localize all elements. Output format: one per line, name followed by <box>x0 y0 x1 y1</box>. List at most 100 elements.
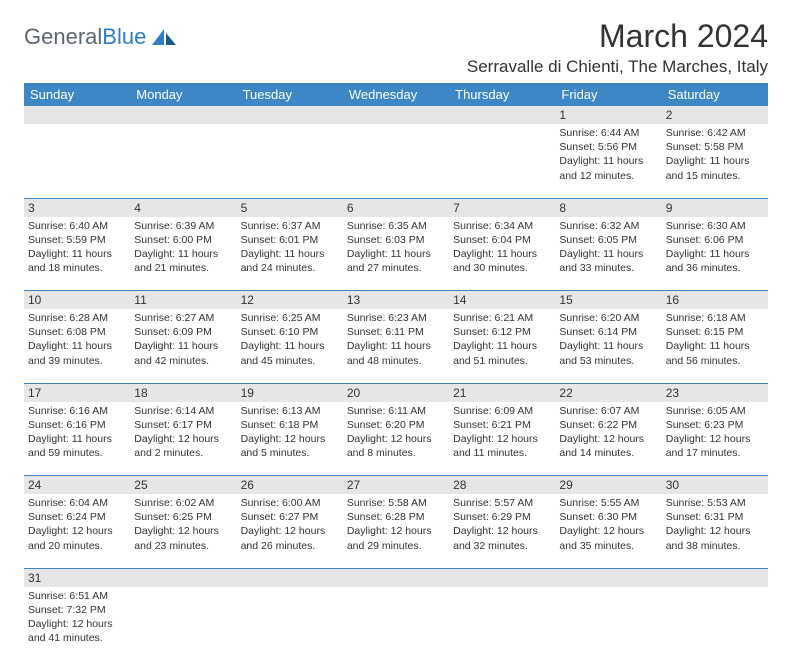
sunrise-text: Sunrise: 6:23 AM <box>347 311 445 325</box>
day-cell: Sunrise: 6:13 AMSunset: 6:18 PMDaylight:… <box>237 402 343 476</box>
sunrise-text: Sunrise: 6:32 AM <box>559 219 657 233</box>
daylight-text-2: and 14 minutes. <box>559 446 657 460</box>
day-cell <box>24 124 130 198</box>
daylight-text-2: and 23 minutes. <box>134 539 232 553</box>
day-number: 27 <box>343 476 449 495</box>
logo-text-general: General <box>24 24 102 50</box>
daylight-text-1: Daylight: 11 hours <box>559 154 657 168</box>
weekday-header: Tuesday <box>237 83 343 106</box>
sunset-text: Sunset: 6:14 PM <box>559 325 657 339</box>
day-number <box>237 568 343 587</box>
daynum-row: 12 <box>24 106 768 124</box>
weekday-header: Thursday <box>449 83 555 106</box>
daylight-text-1: Daylight: 11 hours <box>241 247 339 261</box>
week-row: Sunrise: 6:28 AMSunset: 6:08 PMDaylight:… <box>24 309 768 383</box>
sunset-text: Sunset: 6:22 PM <box>559 418 657 432</box>
day-cell: Sunrise: 6:21 AMSunset: 6:12 PMDaylight:… <box>449 309 555 383</box>
day-cell: Sunrise: 6:37 AMSunset: 6:01 PMDaylight:… <box>237 217 343 291</box>
logo: GeneralBlue <box>24 24 178 50</box>
day-cell: Sunrise: 6:05 AMSunset: 6:23 PMDaylight:… <box>662 402 768 476</box>
daylight-text-2: and 33 minutes. <box>559 261 657 275</box>
daylight-text-2: and 17 minutes. <box>666 446 764 460</box>
daynum-row: 24252627282930 <box>24 476 768 495</box>
daylight-text-1: Daylight: 11 hours <box>28 247 126 261</box>
weekday-header-row: SundayMondayTuesdayWednesdayThursdayFrid… <box>24 83 768 106</box>
daylight-text-1: Daylight: 11 hours <box>347 247 445 261</box>
daylight-text-2: and 2 minutes. <box>134 446 232 460</box>
day-number: 29 <box>555 476 661 495</box>
day-number: 14 <box>449 291 555 310</box>
daylight-text-1: Daylight: 12 hours <box>347 524 445 538</box>
day-cell: Sunrise: 6:23 AMSunset: 6:11 PMDaylight:… <box>343 309 449 383</box>
daylight-text-2: and 29 minutes. <box>347 539 445 553</box>
location: Serravalle di Chienti, The Marches, Ital… <box>467 57 768 77</box>
day-cell: Sunrise: 6:30 AMSunset: 6:06 PMDaylight:… <box>662 217 768 291</box>
weekday-header: Sunday <box>24 83 130 106</box>
day-number: 2 <box>662 106 768 124</box>
daylight-text-1: Daylight: 12 hours <box>666 432 764 446</box>
day-number: 18 <box>130 383 236 402</box>
day-number: 20 <box>343 383 449 402</box>
day-number <box>555 568 661 587</box>
day-number <box>343 568 449 587</box>
day-number <box>449 568 555 587</box>
day-number: 26 <box>237 476 343 495</box>
sunrise-text: Sunrise: 6:07 AM <box>559 404 657 418</box>
week-row: Sunrise: 6:51 AMSunset: 7:32 PMDaylight:… <box>24 587 768 661</box>
day-cell: Sunrise: 6:09 AMSunset: 6:21 PMDaylight:… <box>449 402 555 476</box>
daylight-text-2: and 42 minutes. <box>134 354 232 368</box>
title-block: March 2024 Serravalle di Chienti, The Ma… <box>467 18 768 77</box>
sunset-text: Sunset: 6:15 PM <box>666 325 764 339</box>
daylight-text-1: Daylight: 12 hours <box>28 617 126 631</box>
week-row: Sunrise: 6:44 AMSunset: 5:56 PMDaylight:… <box>24 124 768 198</box>
sunrise-text: Sunrise: 6:51 AM <box>28 589 126 603</box>
day-number: 13 <box>343 291 449 310</box>
day-cell: Sunrise: 5:53 AMSunset: 6:31 PMDaylight:… <box>662 494 768 568</box>
sunrise-text: Sunrise: 6:35 AM <box>347 219 445 233</box>
day-cell: Sunrise: 6:04 AMSunset: 6:24 PMDaylight:… <box>24 494 130 568</box>
daylight-text-1: Daylight: 12 hours <box>453 524 551 538</box>
page-header: GeneralBlue March 2024 Serravalle di Chi… <box>24 18 768 77</box>
sunset-text: Sunset: 6:11 PM <box>347 325 445 339</box>
logo-text-blue: Blue <box>102 24 146 50</box>
day-cell <box>662 587 768 661</box>
sunrise-text: Sunrise: 6:42 AM <box>666 126 764 140</box>
day-cell: Sunrise: 6:27 AMSunset: 6:09 PMDaylight:… <box>130 309 236 383</box>
day-number: 7 <box>449 198 555 217</box>
sunset-text: Sunset: 6:27 PM <box>241 510 339 524</box>
daylight-text-1: Daylight: 12 hours <box>241 524 339 538</box>
daylight-text-2: and 48 minutes. <box>347 354 445 368</box>
daylight-text-2: and 24 minutes. <box>241 261 339 275</box>
daylight-text-2: and 26 minutes. <box>241 539 339 553</box>
daylight-text-2: and 32 minutes. <box>453 539 551 553</box>
day-cell <box>449 587 555 661</box>
sunset-text: Sunset: 6:03 PM <box>347 233 445 247</box>
sunrise-text: Sunrise: 6:09 AM <box>453 404 551 418</box>
day-number <box>130 568 236 587</box>
day-cell: Sunrise: 6:16 AMSunset: 6:16 PMDaylight:… <box>24 402 130 476</box>
sunset-text: Sunset: 6:30 PM <box>559 510 657 524</box>
day-number: 30 <box>662 476 768 495</box>
daynum-row: 31 <box>24 568 768 587</box>
day-number: 4 <box>130 198 236 217</box>
sunrise-text: Sunrise: 6:20 AM <box>559 311 657 325</box>
day-number: 5 <box>237 198 343 217</box>
day-number: 15 <box>555 291 661 310</box>
sunrise-text: Sunrise: 6:05 AM <box>666 404 764 418</box>
day-cell <box>555 587 661 661</box>
day-number: 21 <box>449 383 555 402</box>
daylight-text-2: and 11 minutes. <box>453 446 551 460</box>
sunset-text: Sunset: 6:21 PM <box>453 418 551 432</box>
day-cell: Sunrise: 5:55 AMSunset: 6:30 PMDaylight:… <box>555 494 661 568</box>
sunrise-text: Sunrise: 6:14 AM <box>134 404 232 418</box>
sunrise-text: Sunrise: 6:44 AM <box>559 126 657 140</box>
daylight-text-2: and 36 minutes. <box>666 261 764 275</box>
daynum-row: 10111213141516 <box>24 291 768 310</box>
sunset-text: Sunset: 6:10 PM <box>241 325 339 339</box>
daylight-text-2: and 20 minutes. <box>28 539 126 553</box>
sunset-text: Sunset: 6:12 PM <box>453 325 551 339</box>
day-cell: Sunrise: 6:44 AMSunset: 5:56 PMDaylight:… <box>555 124 661 198</box>
sunset-text: Sunset: 5:56 PM <box>559 140 657 154</box>
sunset-text: Sunset: 7:32 PM <box>28 603 126 617</box>
sunrise-text: Sunrise: 6:16 AM <box>28 404 126 418</box>
